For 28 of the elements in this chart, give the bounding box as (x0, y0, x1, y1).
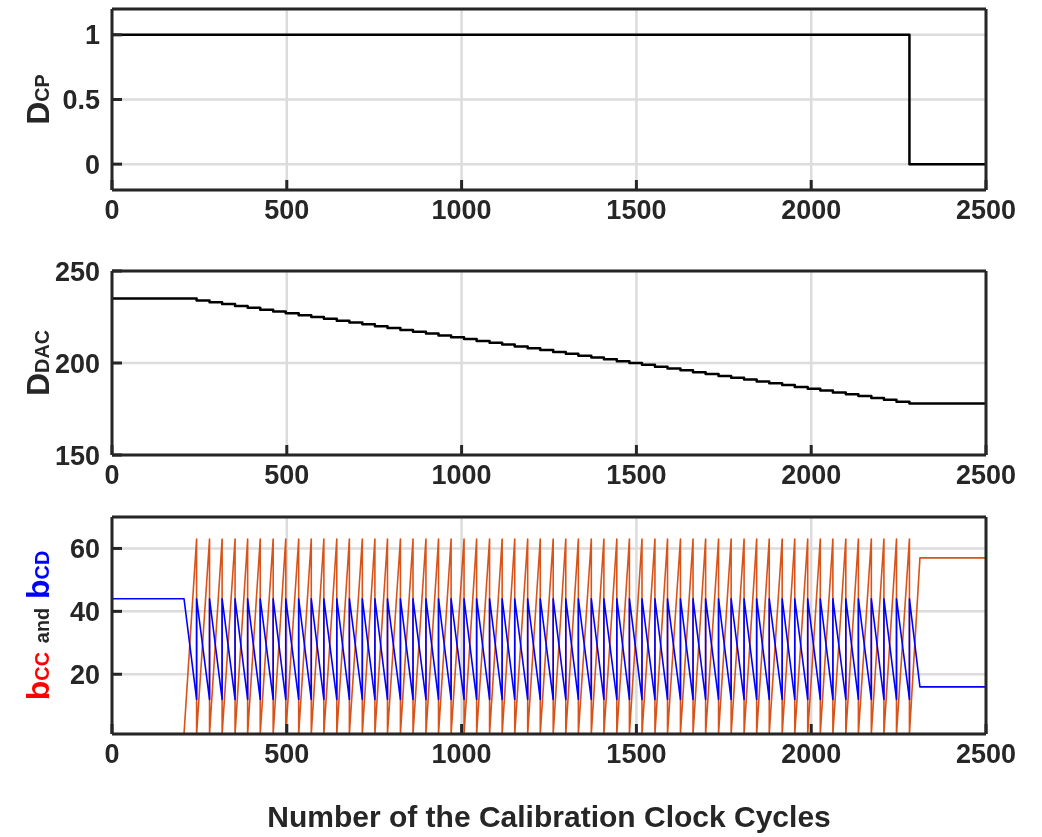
x-tick-label: 1000 (431, 195, 492, 226)
y-tick-label: 150 (54, 440, 100, 471)
y-tick-label: 0.5 (62, 85, 100, 116)
x-tick-label: 500 (264, 460, 310, 491)
x-tick-label: 1000 (431, 460, 492, 491)
x-tick-label: 2500 (955, 739, 1017, 770)
x-tick-label: 2500 (955, 195, 1017, 226)
x-tick-label: 1000 (431, 739, 492, 770)
y-tick-label: 250 (54, 256, 100, 287)
x-tick-label: 2500 (955, 460, 1017, 491)
y-tick-label: 40 (69, 596, 100, 627)
x-axis-title: Number of the Calibration Clock Cycles (267, 800, 831, 833)
x-tick-label: 0 (104, 195, 120, 226)
x-tick-label: 500 (264, 739, 310, 770)
x-tick-label: 2000 (781, 195, 842, 226)
y-tick-label: 20 (69, 659, 100, 690)
y-tick-label: 1 (84, 20, 100, 51)
y-tick-label: 0 (84, 149, 100, 180)
x-tick-label: 1500 (606, 460, 667, 491)
y-tick-label: 200 (54, 348, 100, 379)
x-tick-label: 1500 (606, 195, 667, 226)
x-tick-label: 1500 (606, 739, 667, 770)
y-tick-label: 60 (69, 534, 100, 565)
x-tick-label: 500 (264, 195, 310, 226)
x-tick-label: 2000 (781, 460, 842, 491)
x-tick-label: 0 (104, 460, 120, 491)
x-tick-label: 0 (104, 739, 120, 770)
x-tick-label: 2000 (781, 739, 842, 770)
